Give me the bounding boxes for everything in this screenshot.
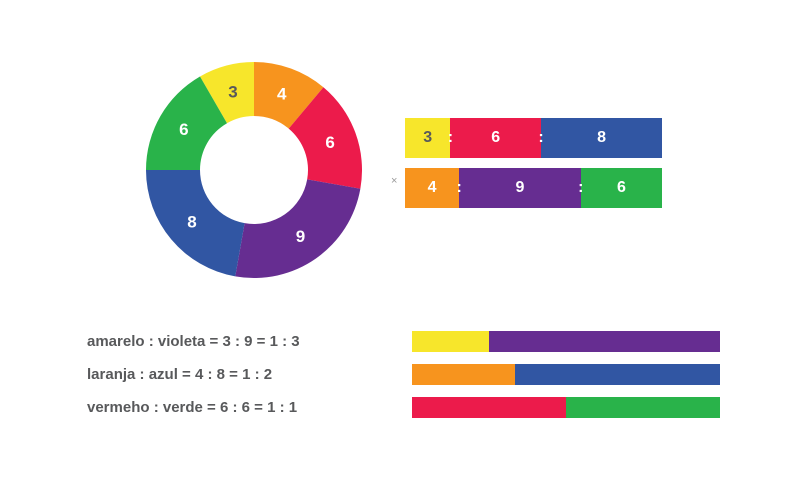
donut-segment-green (146, 76, 227, 170)
donut-label-blue: 8 (187, 213, 196, 232)
donut-segment-purple (235, 179, 361, 278)
donut-label-green: 6 (179, 120, 188, 139)
ratio-strip-top-segment-red: 6: (450, 118, 544, 158)
ratio-colon: : (447, 129, 454, 146)
ratio-strip-bottom-segment-purple: 9: (459, 168, 584, 208)
donut-segment-orange (254, 62, 324, 129)
ratio-strip-bottom-label-orange: 4 (427, 179, 437, 196)
donut-chart-svg: 3 4 6 9 8 6 (146, 62, 362, 278)
donut-label-red: 6 (325, 133, 334, 152)
ratio-strip-top-label-yellow: 3 (423, 129, 433, 146)
ratio-bar-orange-blue-segment-blue (514, 364, 720, 385)
donut-segment-blue (146, 170, 245, 277)
donut-label-purple: 9 (296, 227, 305, 246)
donut-label-orange: 4 (277, 84, 287, 103)
donut-segment-yellow (200, 62, 254, 124)
donut-segment-red (288, 87, 362, 189)
equation-line-red-green: vermeho : verde = 6 : 6 = 1 : 1 (87, 399, 298, 416)
donut-label-yellow: 3 (228, 82, 237, 101)
ratio-strip-bottom: 4:9:6 (405, 168, 662, 208)
ratio-bar-yellow-purple (412, 331, 720, 352)
ratio-strip-top-segment-blue: 8 (541, 118, 662, 158)
ratio-strip-top: 3:6:8 (405, 118, 662, 158)
ratio-strip-top-label-red: 6 (491, 129, 501, 146)
equation-line-yellow-purple: amarelo : violeta = 3 : 9 = 1 : 3 (87, 333, 300, 350)
ratio-bar-orange-blue-segment-orange (412, 364, 515, 385)
ratio-bar-red-green-segment-green (566, 397, 720, 418)
multiply-mark: × (391, 175, 398, 187)
ratio-colon: : (456, 179, 462, 196)
donut-chart: 3 4 6 9 8 6 (146, 62, 362, 278)
ratio-strip-bottom-segment-green: 6 (580, 168, 662, 208)
equations-block: amarelo : violeta = 3 : 9 = 1 : 3 laranj… (87, 331, 300, 430)
ratio-bar-yellow-purple-segment-yellow (412, 331, 489, 352)
ratio-bar-red-green-segment-red (412, 397, 566, 418)
ratio-colon: : (538, 129, 544, 146)
ratio-strip-bottom-label-purple: 9 (515, 179, 525, 196)
equation-line-orange-blue: laranja : azul = 4 : 8 = 1 : 2 (87, 366, 273, 383)
ratio-strip-top-segment-yellow: 3: (405, 118, 454, 158)
ratio-bar-orange-blue (412, 364, 720, 385)
ratio-strip-bottom-label-green: 6 (616, 179, 626, 196)
ratio-bar-red-green (412, 397, 720, 418)
ratio-colon: : (578, 179, 584, 196)
ratio-strip-top-label-blue: 8 (597, 129, 606, 146)
ratio-bar-yellow-purple-segment-purple (489, 331, 720, 352)
ratio-strip-bottom-segment-orange: 4: (405, 168, 462, 208)
